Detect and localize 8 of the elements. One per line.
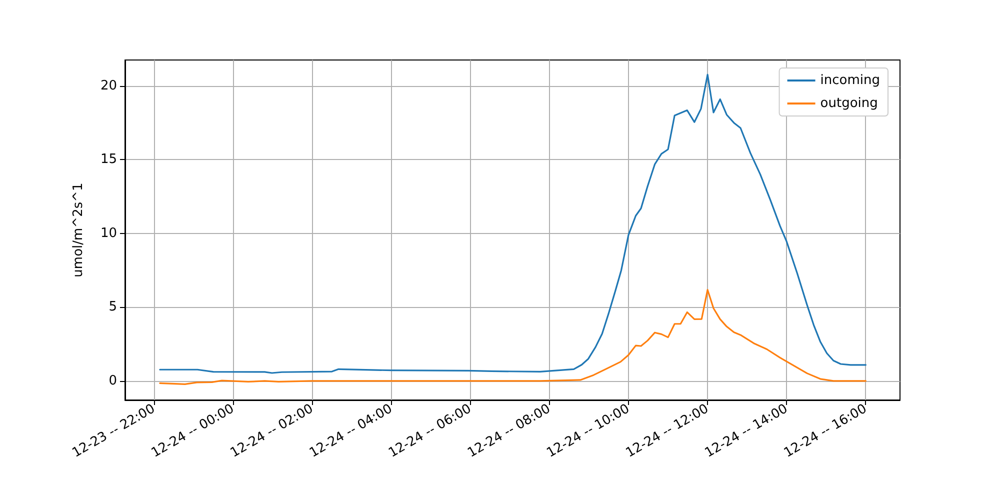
legend-label: incoming: [820, 73, 880, 88]
y-tick-label: 20: [100, 78, 117, 94]
y-tick-label: 5: [108, 300, 117, 315]
y-axis-title: umol/m^2s^1: [71, 182, 86, 278]
legend-label: outgoing: [820, 96, 878, 111]
y-tick-label: 0: [108, 373, 117, 388]
y-tick-label: 10: [100, 226, 117, 241]
y-tick-label: 15: [100, 152, 117, 168]
